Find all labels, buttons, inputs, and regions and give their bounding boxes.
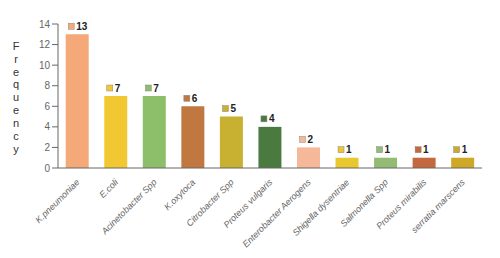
svg-text:7: 7 bbox=[115, 83, 121, 94]
svg-text:y: y bbox=[13, 143, 19, 155]
svg-text:8: 8 bbox=[44, 80, 50, 91]
svg-text:K.pneumoniae: K.pneumoniae bbox=[33, 177, 81, 225]
svg-text:n: n bbox=[13, 117, 19, 129]
svg-text:Citrobacter Spp: Citrobacter Spp bbox=[184, 177, 236, 229]
svg-text:Enterobacter Aerogens: Enterobacter Aerogens bbox=[240, 177, 313, 250]
svg-text:e: e bbox=[13, 66, 19, 78]
svg-text:0: 0 bbox=[44, 163, 50, 174]
svg-text:6: 6 bbox=[44, 101, 50, 112]
svg-text:F: F bbox=[13, 40, 20, 52]
svg-text:2: 2 bbox=[44, 142, 50, 153]
svg-text:1: 1 bbox=[346, 144, 352, 155]
svg-text:c: c bbox=[13, 130, 19, 142]
svg-text:7: 7 bbox=[153, 83, 159, 94]
svg-text:Acinetobacter Spp: Acinetobacter Spp bbox=[99, 177, 159, 237]
svg-text:Shigella dysentriae: Shigella dysentriae bbox=[290, 177, 351, 238]
svg-text:4: 4 bbox=[44, 121, 50, 132]
svg-text:Proteus mirabilis: Proteus mirabilis bbox=[374, 177, 429, 232]
svg-text:14: 14 bbox=[39, 19, 51, 30]
svg-text:1: 1 bbox=[385, 144, 391, 155]
svg-text:Salmonella Spp: Salmonella Spp bbox=[338, 177, 390, 229]
svg-text:5: 5 bbox=[230, 103, 236, 114]
svg-text:Proteus vulgaris: Proteus vulgaris bbox=[221, 177, 275, 230]
svg-text:13: 13 bbox=[76, 21, 88, 32]
svg-text:e: e bbox=[13, 104, 19, 116]
svg-text:q: q bbox=[13, 78, 19, 90]
svg-text:4: 4 bbox=[269, 113, 275, 124]
svg-text:1: 1 bbox=[423, 144, 429, 155]
svg-text:u: u bbox=[13, 91, 19, 103]
svg-text:6: 6 bbox=[192, 93, 198, 104]
svg-text:1: 1 bbox=[462, 144, 468, 155]
svg-text:12: 12 bbox=[39, 39, 51, 50]
svg-text:10: 10 bbox=[39, 60, 51, 71]
svg-text:2: 2 bbox=[307, 134, 313, 145]
svg-text:serratia marscens: serratia marscens bbox=[409, 177, 467, 235]
svg-text:E.coli: E.coli bbox=[97, 176, 120, 199]
svg-text:K.oxytoca: K.oxytoca bbox=[162, 177, 197, 212]
svg-text:r: r bbox=[14, 53, 18, 65]
